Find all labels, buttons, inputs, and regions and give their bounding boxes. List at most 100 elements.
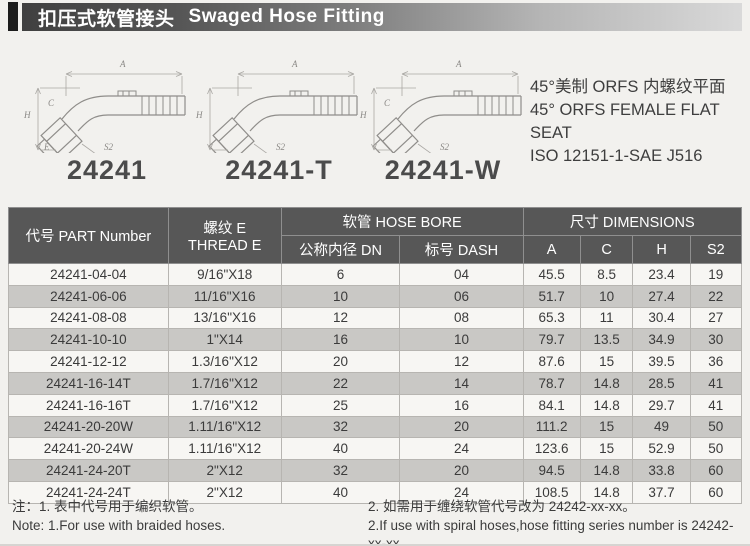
table-cell: 52.9 <box>633 438 690 460</box>
table-cell: 10 <box>281 285 400 307</box>
table-cell: 33.8 <box>633 460 690 482</box>
table-cell: 41 <box>690 372 741 394</box>
table-cell: 1"X14 <box>168 329 281 351</box>
table-cell: 24241-24-20T <box>9 460 169 482</box>
table-cell: 14.8 <box>580 394 633 416</box>
table-cell: 65.3 <box>523 307 580 329</box>
table-cell: 23.4 <box>633 264 690 286</box>
header-part-number: 代号 PART Number <box>9 208 169 264</box>
table-cell: 78.7 <box>523 372 580 394</box>
dim-label-a: A <box>456 59 462 69</box>
table-cell: 84.1 <box>523 394 580 416</box>
table-cell: 34.9 <box>633 329 690 351</box>
table-cell: 24 <box>400 438 523 460</box>
dim-label-s2: S2 <box>440 142 449 152</box>
table-cell: 30 <box>690 329 741 351</box>
table-cell: 50 <box>690 438 741 460</box>
figure-label: 24241 <box>22 155 192 186</box>
table-cell: 24241-06-06 <box>9 285 169 307</box>
table-cell: 14.8 <box>580 372 633 394</box>
table-cell: 1.7/16"X12 <box>168 394 281 416</box>
table-cell: 10 <box>400 329 523 351</box>
table-cell: 12 <box>281 307 400 329</box>
product-description: 45°美制 ORFS 内螺纹平面 45° ORFS FEMALE FLAT SE… <box>530 76 745 168</box>
specifications-table: 代号 PART Number 螺纹 E THREAD E 软管 HOSE BOR… <box>8 207 742 504</box>
table-cell: 19 <box>690 264 741 286</box>
table-cell: 32 <box>281 460 400 482</box>
note-spiral: 2. 如需用于缠绕软管代号改为 24242-xx-xx。 2.If use wi… <box>368 498 743 546</box>
fitting-figure-24241: A H C E S2 24241 <box>22 58 192 183</box>
header-dash: 标号 DASH <box>400 236 523 264</box>
table-cell: 20 <box>400 416 523 438</box>
table-cell: 8.5 <box>580 264 633 286</box>
table-cell: 40 <box>281 438 400 460</box>
table-cell: 24241-20-24W <box>9 438 169 460</box>
dim-label-e: E <box>44 142 50 152</box>
table-cell: 32 <box>281 416 400 438</box>
table-cell: 14.8 <box>580 460 633 482</box>
table-cell: 87.6 <box>523 351 580 373</box>
table-cell: 15 <box>580 351 633 373</box>
table-cell: 11 <box>580 307 633 329</box>
table-cell: 45.5 <box>523 264 580 286</box>
table-cell: 1.3/16"X12 <box>168 351 281 373</box>
dim-label-c: C <box>48 98 54 108</box>
header-dn: 公称内径 DN <box>281 236 400 264</box>
table-cell: 20 <box>400 460 523 482</box>
table-cell: 27.4 <box>633 285 690 307</box>
dim-label-h: H <box>360 110 367 120</box>
table-cell: 79.7 <box>523 329 580 351</box>
table-cell: 111.2 <box>523 416 580 438</box>
table-cell: 14 <box>400 372 523 394</box>
note-braided-zh: 注：1. 表中代号用于编织软管。 <box>12 498 362 517</box>
dim-label-h: H <box>196 110 203 120</box>
table-cell: 24241-16-16T <box>9 394 169 416</box>
table-cell: 24241-20-20W <box>9 416 169 438</box>
table-cell: 13.5 <box>580 329 633 351</box>
table-cell: 06 <box>400 285 523 307</box>
description-line-zh: 45°美制 ORFS 内螺纹平面 <box>530 76 745 99</box>
header-hose-bore: 软管 HOSE BORE <box>281 208 523 236</box>
header-dimensions: 尺寸 DIMENSIONS <box>523 208 741 236</box>
table-cell: 15 <box>580 416 633 438</box>
figure-label: 24241-W <box>358 155 528 186</box>
figure-label: 24241-T <box>194 155 364 186</box>
table-cell: 49 <box>633 416 690 438</box>
table-cell: 24241-08-08 <box>9 307 169 329</box>
description-line-iso: ISO 12151-1-SAE J516 <box>530 145 745 168</box>
header-dim-s2: S2 <box>690 236 741 264</box>
table-cell: 24241-10-10 <box>9 329 169 351</box>
note-braided: 注：1. 表中代号用于编织软管。 Note: 1.For use with br… <box>12 498 362 535</box>
table-cell: 16 <box>400 394 523 416</box>
note-spiral-en: 2.If use with spiral hoses,hose fitting … <box>368 517 743 546</box>
page-title-en: Swaged Hose Fitting <box>189 6 385 28</box>
table-cell: 29.7 <box>633 394 690 416</box>
table-cell: 20 <box>281 351 400 373</box>
table-cell: 11/16"X16 <box>168 285 281 307</box>
table-cell: 41 <box>690 394 741 416</box>
table-cell: 15 <box>580 438 633 460</box>
table-cell: 24241-04-04 <box>9 264 169 286</box>
table-cell: 9/16"X18 <box>168 264 281 286</box>
description-line-en: 45° ORFS FEMALE FLAT SEAT <box>530 99 745 145</box>
header-dim-a: A <box>523 236 580 264</box>
title-accent-block <box>8 2 18 31</box>
dim-label-s2: S2 <box>276 142 285 152</box>
header-dim-h: H <box>633 236 690 264</box>
table-cell: 1.7/16"X12 <box>168 372 281 394</box>
table-cell: 27 <box>690 307 741 329</box>
table-cell: 24241-12-12 <box>9 351 169 373</box>
dim-label-h: H <box>24 110 31 120</box>
dim-label-s2: S2 <box>104 142 113 152</box>
table-cell: 39.5 <box>633 351 690 373</box>
dim-label-c: C <box>384 98 390 108</box>
table-cell: 12 <box>400 351 523 373</box>
